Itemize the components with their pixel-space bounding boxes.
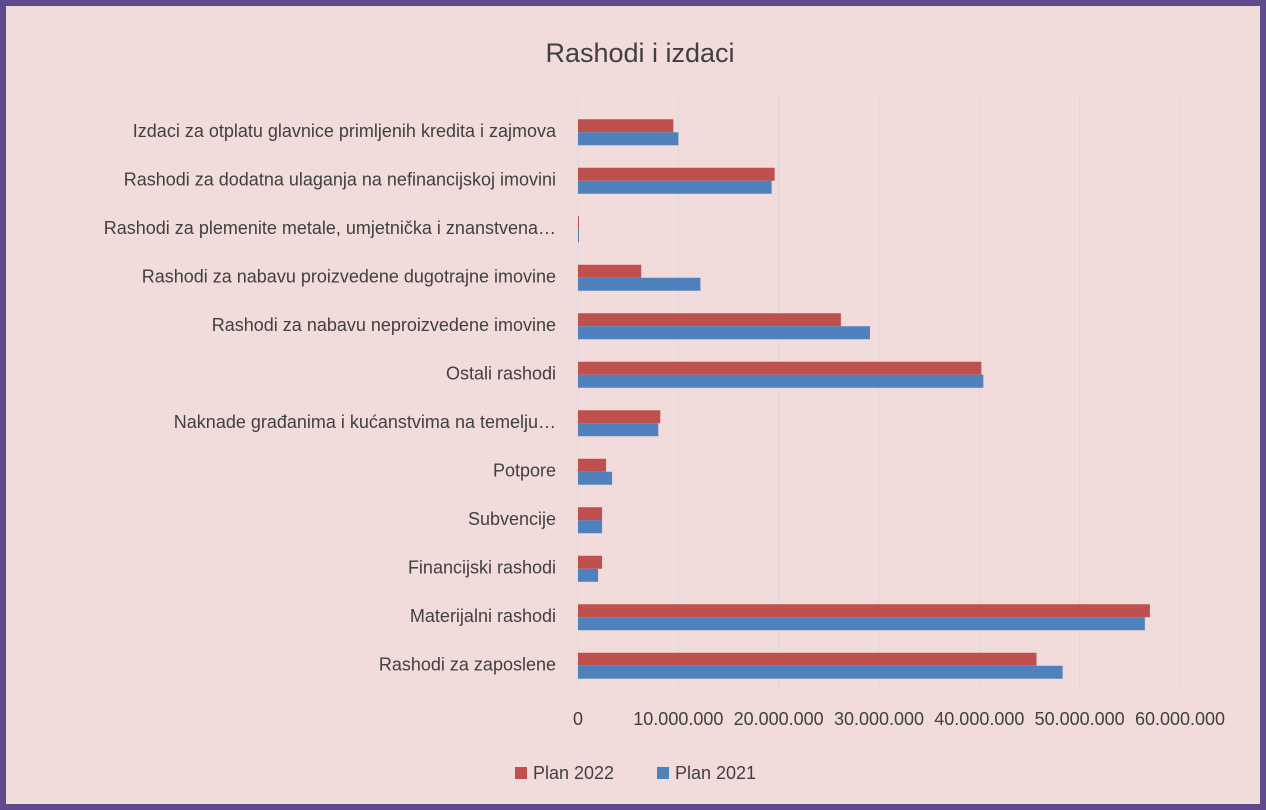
bar	[578, 167, 775, 181]
bar	[578, 326, 870, 340]
bar	[578, 180, 772, 194]
legend-swatch	[657, 767, 669, 779]
bar	[578, 132, 679, 146]
y-tick-label: Rashodi za dodatna ulaganja na nefinanci…	[124, 170, 556, 190]
bar	[578, 507, 603, 521]
y-tick-label: Rashodi za nabavu neproizvedene imovine	[212, 315, 556, 335]
y-tick-label: Financijski rashodi	[408, 558, 556, 578]
x-tick-label: 40.000.000	[934, 709, 1024, 729]
bar	[578, 471, 613, 485]
bar	[578, 277, 701, 291]
legend-label: Plan 2022	[533, 763, 614, 783]
x-tick-label: 60.000.000	[1135, 709, 1225, 729]
y-tick-label: Subvencije	[468, 509, 556, 529]
chart-title: Rashodi i izdaci	[545, 38, 734, 68]
bar	[578, 604, 1150, 618]
x-tick-label: 30.000.000	[834, 709, 924, 729]
bar	[578, 229, 580, 243]
bar	[578, 361, 982, 375]
x-tick-label: 0	[573, 709, 583, 729]
bar	[578, 458, 607, 472]
y-tick-label: Rashodi za zaposlene	[379, 655, 556, 675]
y-tick-label: Rashodi za plemenite metale, umjetnička …	[104, 218, 556, 238]
bar	[578, 264, 642, 278]
bar	[578, 374, 984, 388]
y-tick-label: Rashodi za nabavu proizvedene dugotrajne…	[142, 267, 556, 287]
x-tick-label: 50.000.000	[1035, 709, 1125, 729]
y-tick-label: Izdaci za otplatu glavnice primljenih kr…	[133, 121, 557, 141]
legend-label: Plan 2021	[675, 763, 756, 783]
y-tick-label: Naknade građanima i kućanstvima na temel…	[174, 412, 556, 432]
y-tick-label: Potpore	[493, 461, 556, 481]
bar	[578, 652, 1037, 666]
bar	[578, 665, 1063, 679]
bar	[578, 555, 603, 569]
bar	[578, 119, 674, 133]
bar	[578, 568, 599, 582]
y-tick-label: Ostali rashodi	[446, 364, 556, 384]
bar	[578, 410, 661, 424]
bar	[578, 617, 1145, 631]
x-tick-label: 20.000.000	[734, 709, 824, 729]
legend-swatch	[515, 767, 527, 779]
y-tick-label: Materijalni rashodi	[410, 606, 556, 626]
bar	[578, 313, 841, 327]
bar	[578, 216, 580, 230]
x-tick-label: 10.000.000	[633, 709, 723, 729]
bar	[578, 423, 659, 437]
bar	[578, 520, 603, 534]
